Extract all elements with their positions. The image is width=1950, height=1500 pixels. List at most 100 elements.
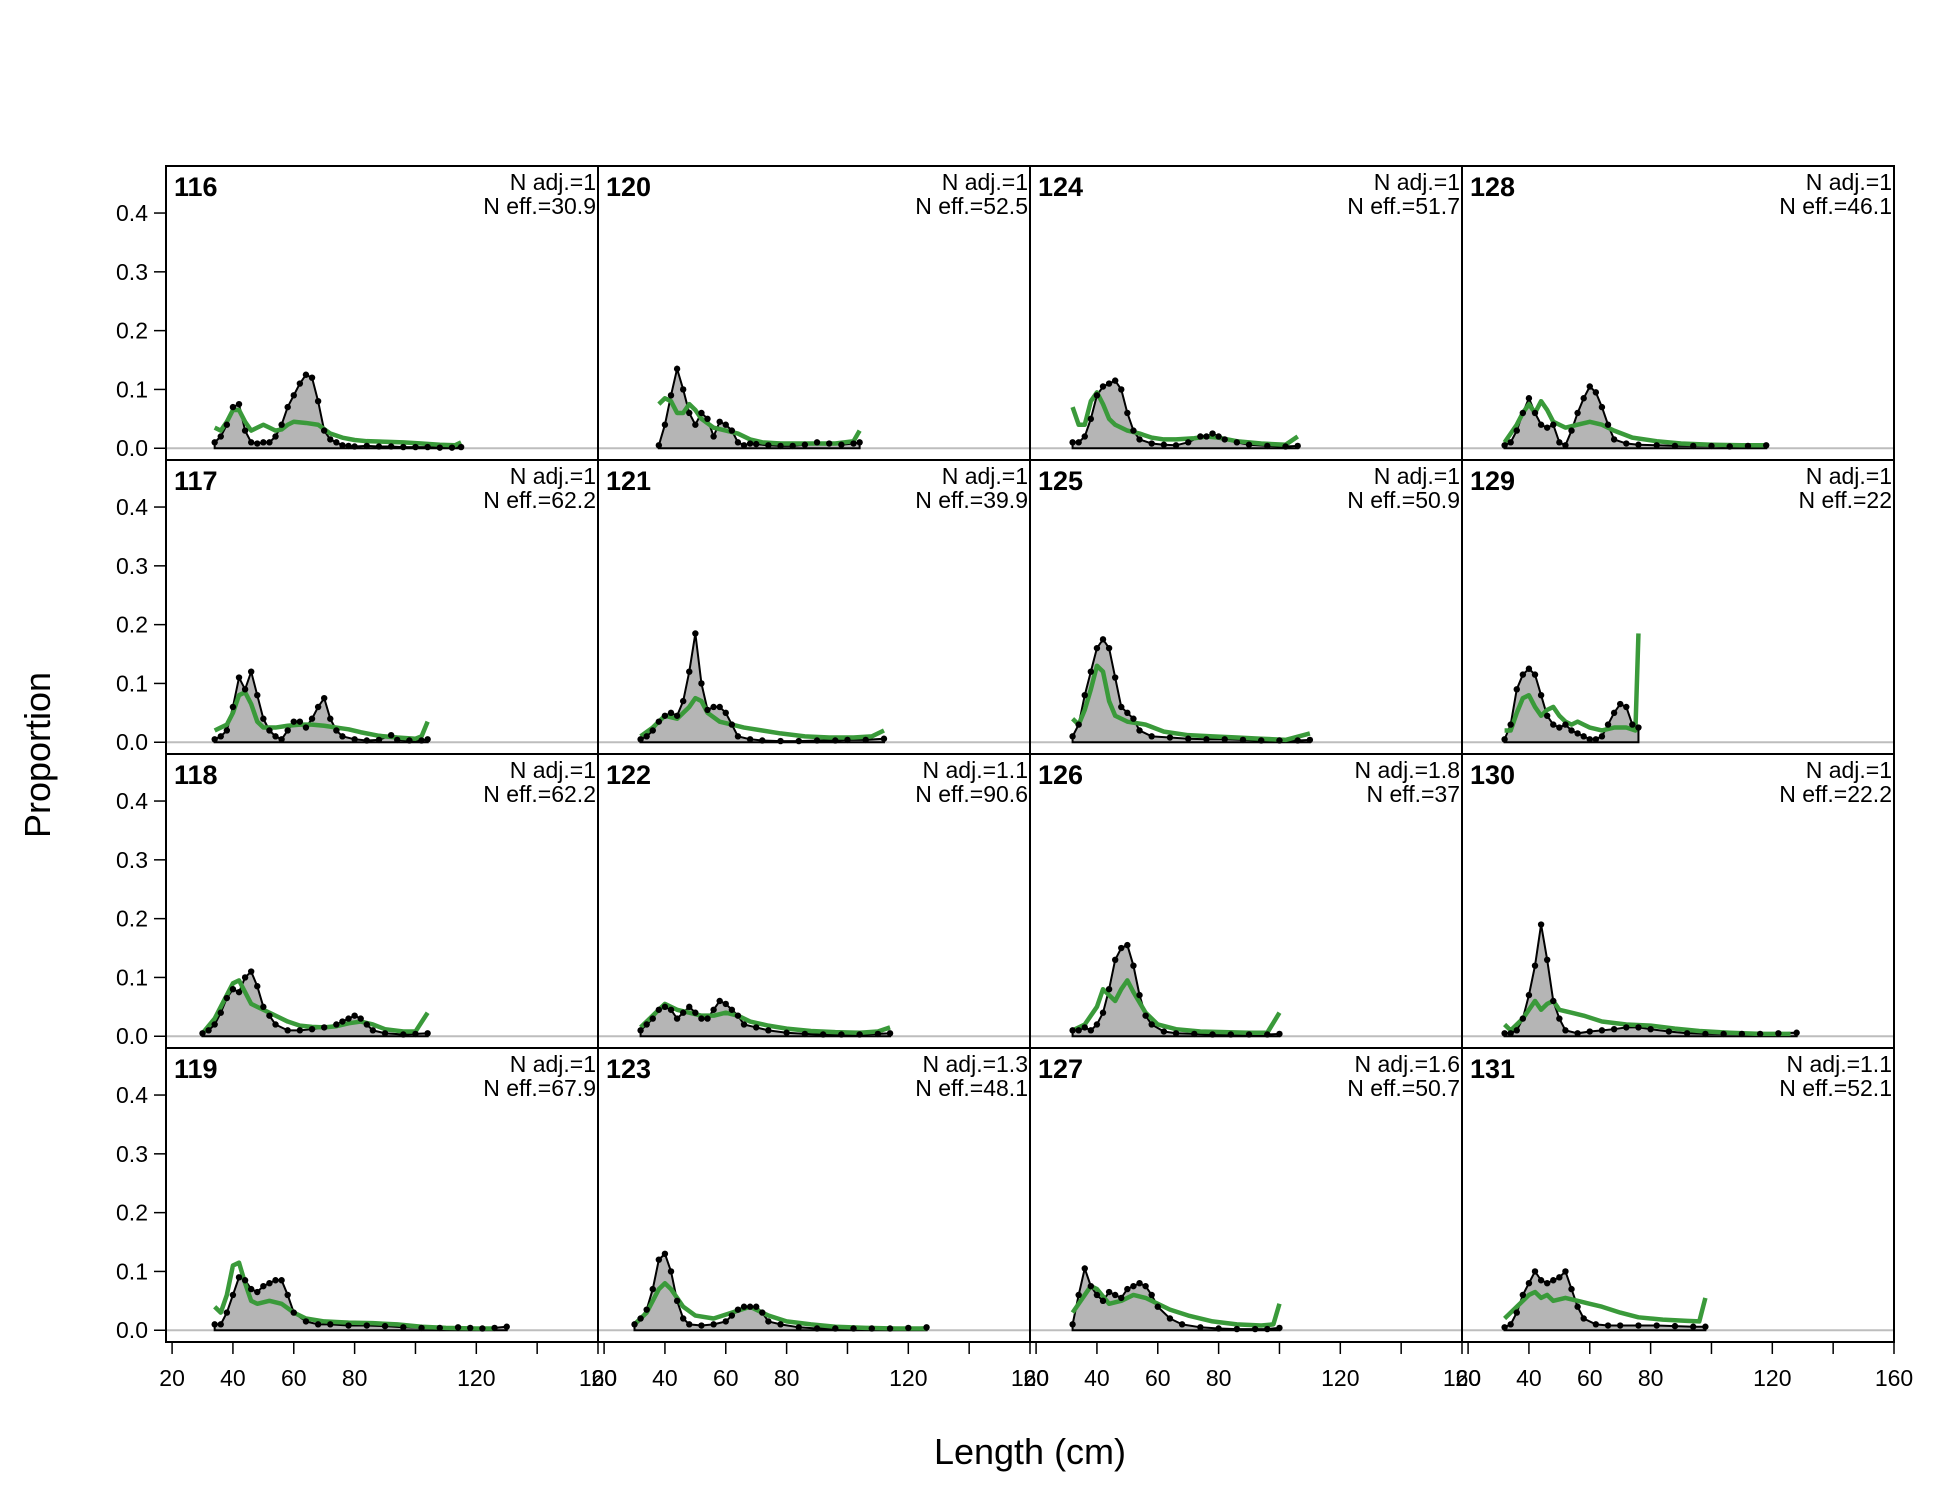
observed-point	[923, 1324, 930, 1331]
observed-point	[1093, 392, 1101, 399]
observed-point	[1142, 1012, 1149, 1019]
observed-point	[722, 421, 729, 428]
observed-point	[254, 1288, 261, 1296]
observed-point	[1294, 737, 1301, 744]
observed-point	[1562, 721, 1569, 728]
observed-point	[1233, 439, 1241, 446]
observed-point	[1087, 1027, 1095, 1034]
observed-point	[339, 733, 346, 740]
observed-point	[746, 1303, 754, 1310]
observed-point	[241, 427, 249, 434]
observed-point	[241, 1277, 249, 1284]
observed-point	[1793, 1029, 1800, 1036]
observed-point	[679, 1009, 687, 1016]
observed-point	[740, 1021, 748, 1028]
observed-point	[679, 386, 687, 393]
observed-point	[765, 1318, 772, 1325]
observed-point	[229, 1291, 237, 1299]
observed-point	[1562, 442, 1569, 449]
observed-point	[436, 444, 444, 451]
observed-point	[1574, 1303, 1581, 1310]
observed-point	[296, 1027, 304, 1034]
observed-point	[1282, 443, 1289, 450]
y-tick-label: 0.4	[116, 494, 148, 520]
observed-point	[801, 441, 809, 448]
observed-point	[260, 439, 267, 446]
panel-label: 119	[174, 1054, 218, 1084]
observed-point	[1501, 1324, 1508, 1331]
observed-point	[746, 440, 754, 447]
observed-point	[1665, 1028, 1673, 1035]
observed-point	[686, 1321, 693, 1328]
observed-point	[1568, 427, 1575, 434]
observed-point	[272, 433, 279, 440]
panel-frame	[1461, 1047, 1895, 1343]
observed-point	[673, 365, 681, 373]
observed-point	[357, 1015, 364, 1022]
observed-point	[850, 440, 857, 447]
y-axis-title: Proportion	[17, 672, 58, 838]
observed-point	[308, 715, 316, 722]
observed-point	[296, 718, 304, 725]
n-eff-label: N eff.=48.1	[915, 1075, 1028, 1101]
observed-point	[229, 703, 237, 711]
observed-point	[1525, 991, 1533, 999]
x-tick-label: 120	[457, 1365, 495, 1391]
observed-point	[448, 444, 456, 451]
observed-point	[1604, 721, 1612, 728]
observed-point	[284, 727, 291, 734]
n-eff-label: N eff.=37	[1366, 781, 1460, 807]
expected-line	[1504, 633, 1641, 733]
observed-point	[1513, 1309, 1520, 1316]
observed-point	[637, 1315, 644, 1322]
observed-point	[1081, 1024, 1088, 1031]
observed-point	[1550, 1277, 1557, 1284]
observed-point	[649, 1285, 656, 1293]
observed-point	[223, 994, 231, 1002]
observed-point	[722, 1000, 729, 1008]
y-tick-label: 0.1	[116, 1258, 148, 1284]
observed-point	[1075, 721, 1082, 728]
x-tick-label: 60	[713, 1365, 739, 1391]
observed-point	[247, 668, 255, 675]
observed-point	[1264, 1325, 1271, 1333]
observed-point	[1720, 1030, 1727, 1038]
n-adj-label: N adj.=1.8	[1355, 757, 1461, 783]
observed-point	[1501, 736, 1508, 743]
n-adj-label: N adj.=1	[510, 1051, 596, 1077]
observed-point	[655, 1006, 663, 1013]
observed-point	[314, 1321, 322, 1328]
x-tick-label: 20	[591, 1365, 617, 1391]
n-eff-label: N eff.=62.2	[483, 781, 596, 807]
observed-point	[1513, 427, 1520, 434]
observed-point	[1580, 733, 1587, 740]
observed-point	[1519, 409, 1527, 417]
observed-point	[1118, 944, 1125, 952]
observed-point	[1708, 442, 1715, 450]
y-tick-label: 0.0	[116, 1023, 148, 1049]
observed-point	[1501, 1030, 1508, 1037]
observed-point	[1756, 1030, 1764, 1038]
observed-point	[1610, 709, 1618, 717]
observed-point	[655, 718, 663, 725]
observed-point	[247, 968, 255, 975]
observed-point	[1775, 1030, 1782, 1037]
observed-point	[363, 442, 370, 450]
observed-point	[503, 1323, 510, 1330]
observed-point	[1276, 737, 1283, 744]
observed-point	[1763, 442, 1770, 449]
observed-point	[874, 1030, 882, 1038]
observed-point	[765, 1027, 772, 1034]
observed-point	[1568, 727, 1575, 734]
observed-point	[710, 433, 717, 440]
observed-point	[661, 712, 669, 719]
observed-point	[247, 1285, 255, 1293]
observed-point	[698, 409, 705, 417]
observed-point	[1136, 727, 1143, 734]
observed-point	[1136, 436, 1143, 443]
observed-point	[1690, 1323, 1697, 1330]
observed-point	[272, 733, 279, 740]
observed-point	[637, 1027, 644, 1034]
panel-label: 127	[1038, 1054, 1083, 1084]
